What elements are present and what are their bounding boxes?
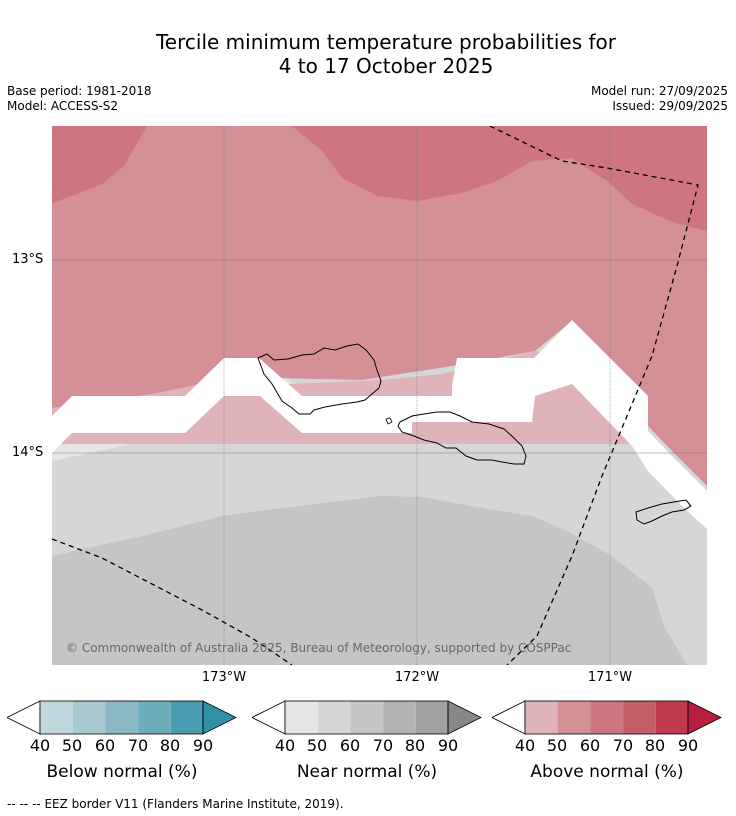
colorbar-near-seg-0: [285, 701, 318, 734]
issued-date: Issued: 29/09/2025: [612, 99, 728, 113]
base-period: Base period: 1981-2018: [7, 84, 152, 98]
colorbar-above-high-arrow: [687, 700, 722, 735]
zone-near-dark: [52, 496, 687, 665]
island-upolu: [397, 411, 527, 465]
colorbar-near-frame: [284, 700, 449, 735]
colorbar-below-frame: [39, 700, 204, 735]
tick-near-1: 50: [306, 736, 328, 755]
colorbar-below: [7, 700, 237, 736]
island-tutuila: [635, 499, 692, 525]
title-line-2: 4 to 17 October 2025: [278, 54, 494, 78]
colorbar-near-low-arrow: [252, 700, 286, 735]
eez-border-east: [489, 126, 699, 665]
tick-above-3: 70: [612, 736, 634, 755]
colorbar-near-svg: [252, 700, 482, 735]
model-name: Model: ACCESS-S2: [7, 99, 119, 113]
colorbar-below-seg-1: [72, 701, 106, 734]
colorbar-above-seg-4: [655, 701, 688, 734]
colorbar-below-seg-3: [138, 701, 171, 734]
meta-left: Base period: 1981-2018 Model: ACCESS-S2: [7, 84, 152, 114]
colorbar-above-seg-1: [557, 701, 591, 734]
colorbar-below-seg-0: [40, 701, 73, 734]
meta-right: Model run: 27/09/2025 Issued: 29/09/2025: [591, 84, 728, 114]
colorbar-near-label: Near normal (%): [296, 762, 438, 782]
tick-above-2: 60: [579, 736, 601, 755]
zone-above-60: [52, 126, 147, 203]
tick-above-4: 80: [644, 736, 666, 755]
tick-near-5: 90: [437, 736, 459, 755]
colorbar-below-seg-4: [170, 701, 203, 734]
tick-above-1: 50: [546, 736, 568, 755]
tick-above-5: 90: [677, 736, 699, 755]
lon-label-171: 171°W: [587, 670, 633, 685]
tick-near-2: 60: [339, 736, 361, 755]
eez-legend-text: EEZ border V11 (Flanders Marine Institut…: [44, 797, 344, 811]
colorbar-above-label: Above normal (%): [530, 762, 684, 782]
tick-below-5: 90: [192, 736, 214, 755]
eez-legend-marker: -- -- --: [7, 797, 41, 811]
model-run: Model run: 27/09/2025: [590, 84, 728, 98]
map-canvas: [52, 126, 707, 665]
colorbar-above: [492, 700, 722, 736]
zone-white-band: [52, 320, 707, 529]
lat-label-14: 14°S: [12, 445, 44, 460]
colorbar-above-low-arrow: [492, 700, 526, 735]
map-title: Tercile minimum temperature probabilitie…: [0, 30, 736, 78]
tick-below-0: 40: [29, 736, 51, 755]
eez-legend: -- -- -- EEZ border V11 (Flanders Marine…: [7, 797, 344, 811]
tick-below-3: 70: [127, 736, 149, 755]
zone-above-60-north: [292, 126, 707, 231]
colorbar-below-seg-2: [105, 701, 139, 734]
eez-border-southwest: [52, 538, 293, 665]
lon-label-173: 173°W: [201, 670, 247, 685]
colorbar-below-svg: [7, 700, 237, 735]
island-manono: [385, 417, 393, 425]
colorbar-near-seg-2: [350, 701, 384, 734]
island-savaii: [257, 343, 382, 415]
tick-near-4: 80: [404, 736, 426, 755]
colorbar-near-seg-1: [317, 701, 351, 734]
colorbar-above-frame: [524, 700, 689, 735]
zone-above-50: [52, 126, 707, 486]
tick-below-4: 80: [159, 736, 181, 755]
colorbar-near: [252, 700, 482, 736]
tick-near-0: 40: [274, 736, 296, 755]
copyright-notice: © Commonwealth of Australia 2025, Bureau…: [66, 641, 572, 655]
colorbar-above-svg: [492, 700, 722, 735]
title-line-1: Tercile minimum temperature probabilitie…: [155, 30, 617, 54]
colorbar-near-seg-4: [415, 701, 448, 734]
tick-below-1: 50: [61, 736, 83, 755]
colorbar-near-seg-3: [383, 701, 416, 734]
colorbar-above-seg-2: [590, 701, 624, 734]
colorbar-below-high-arrow: [202, 700, 237, 735]
colorbar-near-high-arrow: [447, 700, 482, 735]
colorbar-below-low-arrow: [7, 700, 41, 735]
lat-label-13: 13°S: [12, 252, 44, 267]
lon-label-172: 172°W: [394, 670, 440, 685]
map-area[interactable]: [52, 126, 707, 665]
tick-near-3: 70: [372, 736, 394, 755]
colorbar-above-seg-3: [623, 701, 656, 734]
colorbar-below-label: Below normal (%): [46, 762, 198, 782]
colorbar-above-seg-0: [525, 701, 558, 734]
tick-below-2: 60: [94, 736, 116, 755]
tick-above-0: 40: [514, 736, 536, 755]
